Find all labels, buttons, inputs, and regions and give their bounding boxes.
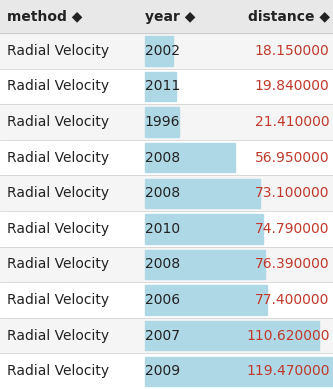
Text: 56.950000: 56.950000 bbox=[255, 151, 330, 165]
Text: 119.470000: 119.470000 bbox=[246, 364, 330, 378]
Text: 2011: 2011 bbox=[145, 79, 180, 93]
Text: Radial Velocity: Radial Velocity bbox=[7, 329, 109, 343]
Bar bbox=[145, 179, 260, 208]
Text: Radial Velocity: Radial Velocity bbox=[7, 364, 109, 378]
Bar bbox=[0, 33, 333, 69]
Bar bbox=[145, 321, 319, 350]
Bar bbox=[0, 318, 333, 353]
Text: Radial Velocity: Radial Velocity bbox=[7, 79, 109, 93]
Bar bbox=[145, 36, 173, 65]
Bar bbox=[0, 282, 333, 318]
Text: 77.400000: 77.400000 bbox=[255, 293, 330, 307]
Text: 1996: 1996 bbox=[145, 115, 180, 129]
Bar bbox=[145, 214, 263, 244]
Text: 74.790000: 74.790000 bbox=[255, 222, 330, 236]
Text: 18.150000: 18.150000 bbox=[255, 44, 330, 58]
Text: distance ◆: distance ◆ bbox=[248, 10, 330, 23]
Bar bbox=[0, 0, 333, 33]
Bar bbox=[145, 143, 234, 172]
Text: Radial Velocity: Radial Velocity bbox=[7, 151, 109, 165]
Text: Radial Velocity: Radial Velocity bbox=[7, 222, 109, 236]
Text: 2009: 2009 bbox=[145, 364, 180, 378]
Text: year ◆: year ◆ bbox=[145, 10, 195, 23]
Text: 21.410000: 21.410000 bbox=[255, 115, 330, 129]
Text: 76.390000: 76.390000 bbox=[255, 258, 330, 272]
Bar bbox=[145, 250, 265, 279]
Text: Radial Velocity: Radial Velocity bbox=[7, 44, 109, 58]
Text: 2008: 2008 bbox=[145, 258, 180, 272]
Bar bbox=[0, 175, 333, 211]
Text: 2010: 2010 bbox=[145, 222, 180, 236]
Text: 2002: 2002 bbox=[145, 44, 180, 58]
Text: 2008: 2008 bbox=[145, 186, 180, 200]
Text: 2006: 2006 bbox=[145, 293, 180, 307]
Text: Radial Velocity: Radial Velocity bbox=[7, 115, 109, 129]
Bar bbox=[0, 140, 333, 175]
Bar bbox=[0, 353, 333, 389]
Text: Radial Velocity: Radial Velocity bbox=[7, 293, 109, 307]
Text: Radial Velocity: Radial Velocity bbox=[7, 186, 109, 200]
Text: 19.840000: 19.840000 bbox=[255, 79, 330, 93]
Text: Radial Velocity: Radial Velocity bbox=[7, 258, 109, 272]
Text: 110.620000: 110.620000 bbox=[246, 329, 330, 343]
Bar bbox=[145, 72, 176, 101]
Text: method ◆: method ◆ bbox=[7, 10, 82, 23]
Bar bbox=[0, 104, 333, 140]
Bar bbox=[0, 69, 333, 104]
Text: 73.100000: 73.100000 bbox=[255, 186, 330, 200]
Bar bbox=[145, 286, 267, 315]
Text: 2007: 2007 bbox=[145, 329, 180, 343]
Bar bbox=[145, 356, 333, 386]
Text: 2008: 2008 bbox=[145, 151, 180, 165]
Bar bbox=[145, 107, 178, 137]
Bar bbox=[0, 211, 333, 247]
Bar bbox=[0, 247, 333, 282]
